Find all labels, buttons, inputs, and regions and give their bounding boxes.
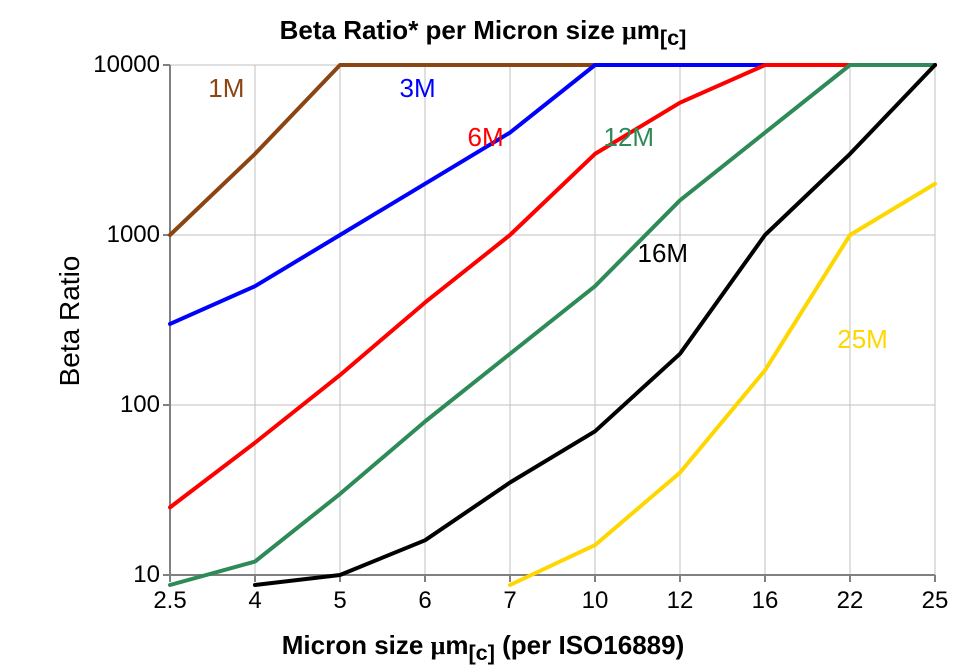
chart-title-sub: [c] bbox=[660, 25, 686, 50]
chart-container: Beta Ratio* per Micron size μm[c] Beta R… bbox=[0, 0, 966, 662]
x-tick-label: 22 bbox=[825, 587, 875, 615]
x-axis-label-a: Micron size bbox=[282, 630, 431, 660]
y-tick-label: 100 bbox=[120, 391, 160, 419]
series-label-12M: 12M bbox=[604, 122, 655, 153]
x-tick-label: 4 bbox=[230, 587, 280, 615]
series-line-25M bbox=[510, 184, 935, 585]
y-tick-label: 1000 bbox=[107, 221, 160, 249]
x-axis-label-b: m bbox=[445, 630, 468, 660]
mu-glyph-x: μ bbox=[431, 631, 446, 660]
x-tick-label: 25 bbox=[910, 587, 960, 615]
x-tick-label: 16 bbox=[740, 587, 790, 615]
series-label-1M: 1M bbox=[208, 73, 244, 104]
chart-title: Beta Ratio* per Micron size μm[c] bbox=[0, 15, 966, 51]
y-tick-label: 10 bbox=[133, 561, 160, 589]
x-tick-label: 10 bbox=[570, 587, 620, 615]
x-axis-label-c: (per ISO16889) bbox=[495, 630, 684, 660]
series-label-3M: 3M bbox=[400, 73, 436, 104]
x-tick-label: 5 bbox=[315, 587, 365, 615]
mu-glyph: μ bbox=[622, 16, 637, 45]
series-line-6M bbox=[170, 65, 935, 507]
x-tick-label: 12 bbox=[655, 587, 705, 615]
x-axis-label: Micron size μm[c] (per ISO16889) bbox=[0, 630, 966, 666]
x-tick-label: 6 bbox=[400, 587, 450, 615]
chart-title-text-b: m bbox=[637, 15, 660, 45]
series-label-25M: 25M bbox=[837, 324, 888, 355]
x-axis-label-sub: [c] bbox=[468, 640, 494, 665]
y-axis-label: Beta Ratio bbox=[54, 221, 86, 421]
x-tick-label: 7 bbox=[485, 587, 535, 615]
chart-title-text-a: Beta Ratio* per Micron size bbox=[280, 15, 622, 45]
plot-area bbox=[170, 65, 935, 575]
x-tick-label: 2.5 bbox=[145, 587, 195, 615]
series-label-16M: 16M bbox=[638, 238, 689, 269]
series-line-12M bbox=[170, 65, 935, 585]
series-label-6M: 6M bbox=[468, 122, 504, 153]
y-tick-label: 10000 bbox=[93, 51, 160, 79]
